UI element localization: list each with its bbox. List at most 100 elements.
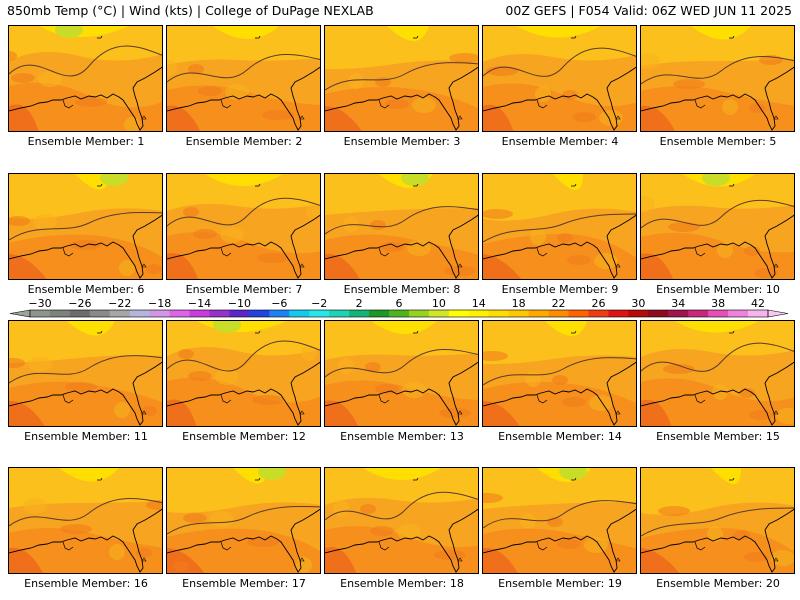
colorbar-tick-label: 34 — [671, 297, 685, 310]
coastline — [9, 214, 162, 279]
ensemble-panel-16 — [8, 467, 163, 574]
ensemble-panel-9 — [482, 173, 637, 280]
wind-barb — [571, 330, 577, 334]
colorbar-swatch — [209, 310, 230, 317]
coastline — [167, 214, 320, 279]
isotherm-contour — [167, 505, 320, 535]
colorbar-swatch — [588, 310, 609, 317]
coastline — [9, 66, 162, 131]
wind-barb — [255, 477, 261, 481]
coastline — [167, 508, 320, 573]
ensemble-member-label: Ensemble Member: 6 — [27, 283, 145, 296]
ensemble-member-label: Ensemble Member: 2 — [185, 135, 303, 148]
coastline — [641, 66, 794, 131]
ensemble-member-label: Ensemble Member: 10 — [656, 283, 780, 296]
colorbar-tick-label: 30 — [631, 297, 645, 310]
ensemble-panel-17 — [166, 467, 321, 574]
colorbar-swatch — [389, 310, 410, 317]
colorbar-tick-label: 14 — [472, 297, 486, 310]
colorbar-swatch — [688, 310, 709, 317]
ensemble-panel-7 — [166, 173, 321, 280]
ensemble-member-label: Ensemble Member: 9 — [501, 283, 619, 296]
isotherm-contour — [325, 62, 478, 91]
colorbar-min-arrow — [9, 309, 31, 318]
colorbar-swatch — [628, 310, 649, 317]
isotherm-contour — [483, 500, 636, 529]
wind-barb — [413, 477, 419, 481]
wind-barb — [97, 183, 103, 187]
colorbar-tick-label: −18 — [148, 297, 171, 310]
isotherm-contour — [483, 213, 636, 243]
wind-barb — [729, 35, 735, 39]
coastline — [483, 66, 636, 131]
colorbar-swatch — [49, 310, 71, 317]
colorbar-swatch — [329, 310, 350, 317]
ensemble-member-label: Ensemble Member: 13 — [340, 430, 464, 443]
ensemble-panel-14 — [482, 320, 637, 427]
ensemble-member-label: Ensemble Member: 1 — [27, 135, 145, 148]
ensemble-panel-10 — [640, 173, 795, 280]
valid-time: 00Z GEFS | F054 Valid: 06Z WED JUN 11 20… — [505, 3, 792, 18]
ensemble-panel-19 — [482, 467, 637, 574]
ensemble-member-label: Ensemble Member: 4 — [501, 135, 619, 148]
colorbar-swatch — [289, 310, 310, 317]
ensemble-member-label: Ensemble Member: 7 — [185, 283, 303, 296]
colorbar-swatch — [728, 310, 749, 317]
colorbar-swatch — [109, 310, 131, 317]
isotherm-contour — [325, 491, 478, 521]
ensemble-member-label: Ensemble Member: 18 — [340, 577, 464, 590]
colorbar-swatch — [349, 310, 370, 317]
ensemble-member-label: Ensemble Member: 15 — [656, 430, 780, 443]
colorbar-tick-label: 26 — [591, 297, 605, 310]
coastline — [641, 361, 794, 426]
ensemble-panel-6 — [8, 173, 163, 280]
colorbar-swatch — [568, 310, 589, 317]
ensemble-panel-20 — [640, 467, 795, 574]
wind-barb — [571, 35, 577, 39]
coastline — [167, 66, 320, 131]
coastline — [325, 508, 478, 573]
ensemble-member-label: Ensemble Member: 19 — [498, 577, 622, 590]
temperature-colorbar: −30 −26 −22 −18 −14 −10 −6 −2 2 6 10 14 18 22 26 30 34 38… — [9, 297, 789, 318]
ensemble-panel-12 — [166, 320, 321, 427]
isotherm-contour — [9, 498, 162, 527]
isotherm-contour — [9, 45, 162, 77]
colorbar-tick-label: −2 — [311, 297, 327, 310]
coastline — [483, 508, 636, 573]
colorbar-tick-label: 18 — [512, 297, 526, 310]
colorbar-swatch — [428, 310, 450, 317]
colorbar-swatch — [149, 310, 171, 317]
colorbar-tick-label: 2 — [356, 297, 363, 310]
ensemble-member-label: Ensemble Member: 5 — [659, 135, 777, 148]
coastline — [325, 66, 478, 131]
isotherm-contour — [167, 54, 320, 83]
colorbar-tick-label: 6 — [396, 297, 403, 310]
colorbar-tick-label: −14 — [188, 297, 211, 310]
isotherm-contour — [325, 349, 478, 378]
ensemble-member-label: Ensemble Member: 14 — [498, 430, 622, 443]
colorbar-swatch — [129, 310, 151, 317]
wind-barb — [255, 330, 261, 334]
ensemble-panel-13 — [324, 320, 479, 427]
colorbar-tick-label: −26 — [68, 297, 91, 310]
wind-barb — [413, 183, 419, 187]
colorbar-tick-label: −30 — [28, 297, 51, 310]
coastline — [9, 361, 162, 426]
ensemble-member-label: Ensemble Member: 16 — [24, 577, 148, 590]
ensemble-panel-8 — [324, 173, 479, 280]
isotherm-contour — [641, 199, 794, 229]
colorbar-swatch — [309, 310, 330, 317]
colorbar-swatch — [488, 310, 510, 317]
colorbar-tick-label: 22 — [552, 297, 566, 310]
colorbar-swatch — [468, 310, 490, 317]
ensemble-panel-3 — [324, 25, 479, 132]
colorbar-tick-label: −6 — [271, 297, 287, 310]
ensemble-member-label: Ensemble Member: 12 — [182, 430, 306, 443]
colorbar-max-arrow — [767, 309, 789, 318]
ensemble-panel-1 — [8, 25, 163, 132]
colorbar-swatch — [30, 310, 51, 317]
colorbar-swatch — [508, 310, 530, 317]
colorbar-tick-label: 10 — [432, 297, 446, 310]
colorbar-tick-label: −10 — [228, 297, 251, 310]
wind-barb — [255, 35, 261, 39]
